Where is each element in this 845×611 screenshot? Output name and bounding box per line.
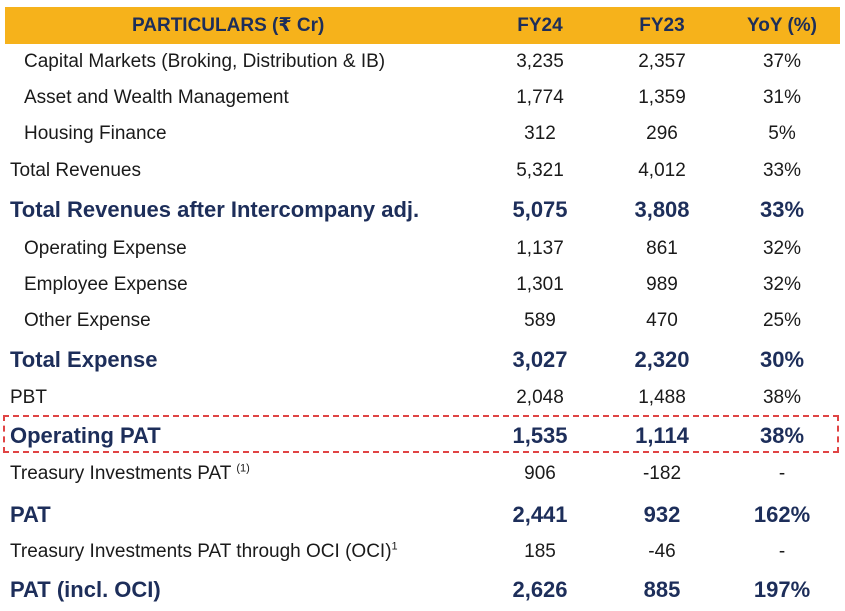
footnote-marker: (1)	[236, 462, 250, 475]
row-label: Other Expense	[24, 310, 151, 331]
row-fy24: 2,441	[512, 502, 568, 527]
row-yoy: 32%	[762, 274, 802, 295]
row-label: Housing Finance	[24, 123, 167, 144]
row-label: Asset and Wealth Management	[24, 87, 289, 108]
row-yoy: 33%	[762, 160, 802, 181]
row-fy23: 2,357	[638, 51, 686, 72]
header-fy24: FY24	[517, 15, 563, 36]
row-fy24: 1,137	[516, 238, 564, 259]
row-fy24: 5,321	[516, 160, 564, 181]
row-fy23: 470	[646, 310, 678, 331]
footnote-marker: 1	[391, 540, 398, 553]
row-fy24: 3,027	[512, 347, 568, 372]
row-yoy: -	[778, 541, 786, 562]
row-label: PAT	[10, 502, 51, 527]
row-yoy: 5%	[768, 123, 796, 144]
row-fy24: 1,774	[516, 87, 564, 108]
row-fy23: 4,012	[638, 160, 686, 181]
header-yoy: YoY (%)	[746, 15, 818, 36]
row-label: Treasury Investments PAT through OCI (OC…	[10, 541, 398, 563]
header-particulars: PARTICULARS (₹ Cr)	[132, 15, 325, 36]
row-fy24: 906	[524, 463, 556, 484]
row-label: Total Revenues after Intercompany adj.	[10, 197, 420, 222]
row-yoy: 32%	[762, 238, 802, 259]
row-yoy: 25%	[762, 310, 802, 331]
row-yoy: 162%	[753, 502, 811, 527]
row-yoy: 31%	[762, 87, 802, 108]
row-label: Total Expense	[10, 347, 158, 372]
header-fy23: FY23	[639, 15, 685, 36]
row-yoy: 38%	[759, 423, 805, 448]
row-fy23: -46	[648, 541, 676, 562]
row-fy23: -182	[642, 463, 682, 484]
row-fy24: 3,235	[516, 51, 564, 72]
row-yoy: 30%	[759, 347, 805, 372]
row-label: Treasury Investments PAT (1)	[10, 463, 250, 485]
operating-pat-highlight	[3, 415, 839, 453]
row-fy23: 932	[643, 502, 681, 527]
row-fy23: 885	[643, 577, 681, 602]
row-fy23: 3,808	[634, 197, 690, 222]
row-label: PAT (incl. OCI)	[10, 577, 161, 602]
row-yoy: 197%	[753, 577, 811, 602]
table-header: PARTICULARS (₹ Cr) FY24 FY23 YoY (%)	[5, 7, 840, 44]
row-label: Capital Markets (Broking, Distribution &…	[24, 51, 386, 72]
row-yoy: -	[778, 463, 786, 484]
row-fy24: 589	[524, 310, 556, 331]
row-yoy: 38%	[762, 387, 802, 408]
row-label-text: Treasury Investments PAT	[10, 463, 232, 484]
row-fy23: 296	[646, 123, 678, 144]
row-fy23: 2,320	[634, 347, 690, 372]
row-fy23: 861	[646, 238, 678, 259]
row-label: PBT	[10, 387, 47, 408]
row-fy24: 312	[524, 123, 556, 144]
row-fy24: 1,535	[512, 423, 568, 448]
row-fy23: 1,114	[635, 423, 689, 448]
row-fy24: 1,301	[516, 274, 564, 295]
row-label: Employee Expense	[24, 274, 188, 295]
row-yoy: 33%	[759, 197, 805, 222]
row-label: Total Revenues	[10, 160, 141, 181]
row-fy24: 185	[524, 541, 556, 562]
row-label: Operating PAT	[10, 423, 161, 448]
row-fy23: 989	[646, 274, 678, 295]
row-fy24: 5,075	[512, 197, 568, 222]
row-label-text: Treasury Investments PAT through OCI (OC…	[10, 541, 392, 562]
row-fy23: 1,488	[638, 387, 686, 408]
row-fy24: 2,048	[516, 387, 564, 408]
row-label: Operating Expense	[24, 238, 187, 259]
row-fy23: 1,359	[638, 87, 686, 108]
row-yoy: 37%	[762, 51, 802, 72]
row-fy24: 2,626	[512, 577, 568, 602]
